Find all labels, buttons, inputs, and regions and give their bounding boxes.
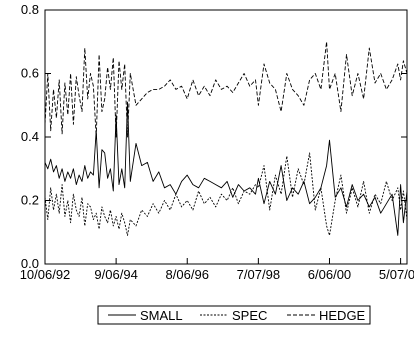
x-tick-label: 10/06/92 <box>20 267 71 282</box>
legend-label-small: SMALL <box>140 308 183 323</box>
y-tick-label: 0.8 <box>21 2 39 17</box>
plot-frame <box>44 9 408 265</box>
x-tick-label: 7/07/98 <box>237 267 280 282</box>
legend-label-hedge: HEDGE <box>319 308 366 323</box>
x-tick-label: 6/06/00 <box>308 267 351 282</box>
y-tick-label: 0.4 <box>21 129 39 144</box>
legend-box <box>97 305 371 325</box>
x-axis: 10/06/92 9/06/94 8/06/96 7/07/98 6/06/00 5/07… <box>20 258 414 282</box>
y-tick-label: 0.0 <box>21 256 39 271</box>
series-line-hedge <box>44 41 408 138</box>
series-line-spec <box>44 152 408 236</box>
series-layer <box>44 41 408 236</box>
legend-label-spec: SPEC <box>232 308 267 323</box>
y-tick-label: 0.6 <box>21 66 39 81</box>
legend: SMALL SPEC HEDGE <box>97 305 371 325</box>
series-line-small <box>44 101 408 236</box>
y-tick-label: 0.2 <box>21 193 39 208</box>
x-tick-label: 9/06/94 <box>94 267 137 282</box>
y-axis: 0.0 0.2 0.4 0.6 0.8 <box>21 2 407 271</box>
x-tick-label: 5/07/02 <box>379 267 414 282</box>
x-tick-label: 8/06/96 <box>166 267 209 282</box>
